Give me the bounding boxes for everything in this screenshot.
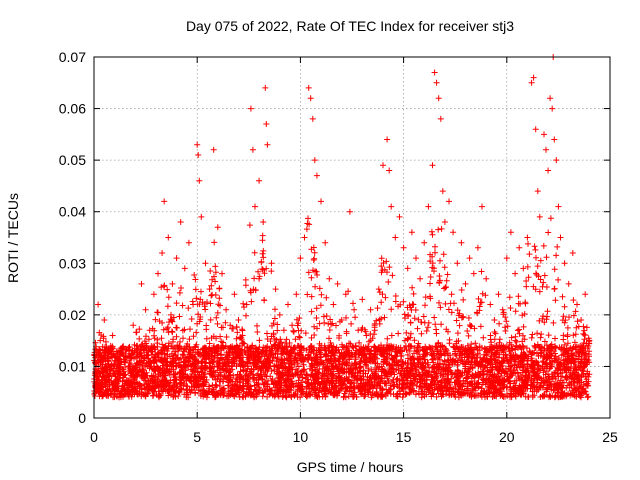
y-tick-label: 0.03 [59,255,86,271]
x-tick-label: 10 [293,429,309,445]
x-tick-label: 25 [602,429,618,445]
x-tick-label: 15 [396,429,412,445]
y-tick-label: 0.07 [59,49,86,65]
data-points [91,54,593,401]
roti-markers [91,54,593,401]
x-tick-label: 20 [499,429,515,445]
plot-frame [93,56,611,419]
y-tick-label: 0.01 [59,358,86,374]
x-tick-label: 0 [90,429,98,445]
y-tick-labels: 0 0.01 0.02 0.03 0.04 0.05 0.06 0.07 [59,49,86,426]
y-tick-label: 0.02 [59,307,86,323]
chart-title: Day 075 of 2022, Rate Of TEC Index for r… [186,18,514,34]
y-tick-label: 0.05 [59,152,86,168]
x-tick-labels: 0 5 10 15 20 25 [90,429,618,445]
x-tick-label: 5 [193,429,201,445]
y-tick-label: 0 [78,410,86,426]
y-tick-label: 0.04 [59,204,86,220]
y-axis-label: ROTI / TECUs [5,193,21,283]
y-tick-label: 0.06 [59,101,86,117]
axis-ticks [93,56,611,419]
x-axis-label: GPS time / hours [297,459,404,475]
